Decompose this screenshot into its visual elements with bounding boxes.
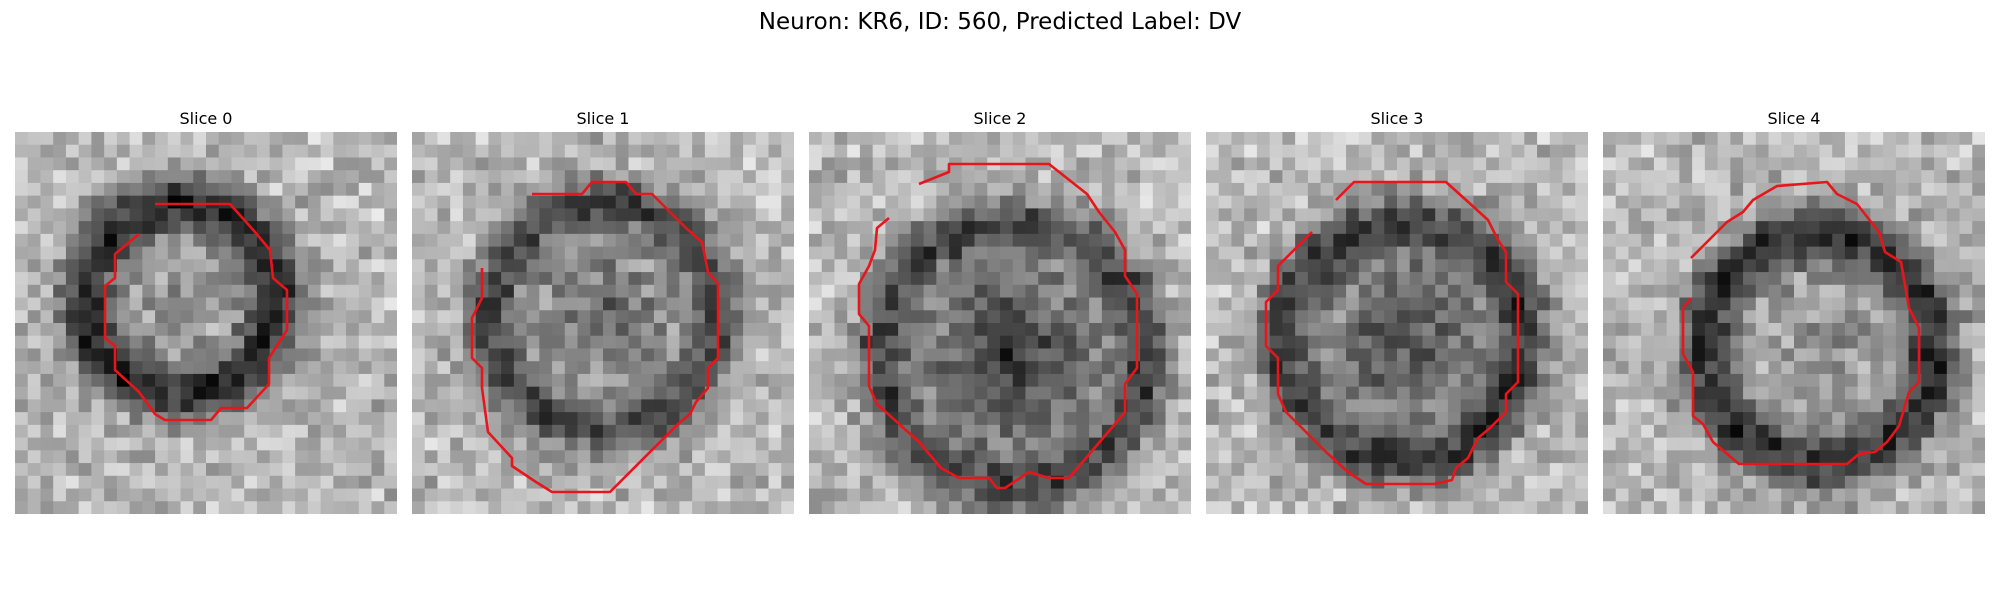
segmentation-contour xyxy=(103,202,289,422)
segmentation-contour xyxy=(1681,180,1921,466)
slice-title-3: Slice 3 xyxy=(1370,109,1424,128)
slice-image-1 xyxy=(412,132,794,514)
slice-title-2: Slice 2 xyxy=(973,109,1027,128)
slice-panel-1: Slice 1 xyxy=(412,108,794,514)
slice-image-0 xyxy=(15,132,397,514)
segmentation-contour xyxy=(1264,180,1520,486)
slice-title-1: Slice 1 xyxy=(576,109,630,128)
slice-panel-2: Slice 2 xyxy=(809,108,1191,514)
slice-title-0: Slice 0 xyxy=(179,109,233,128)
figure-title: Neuron: KR6, ID: 560, Predicted Label: D… xyxy=(758,9,1242,35)
slice-title-4: Slice 4 xyxy=(1767,109,1821,128)
slice-panel-0: Slice 0 xyxy=(15,108,397,514)
slice-image-4 xyxy=(1603,132,1985,514)
slice-image-3 xyxy=(1206,132,1588,514)
segmentation-contour xyxy=(470,180,720,494)
slice-panel-3: Slice 3 xyxy=(1206,108,1588,514)
slice-panel-4: Slice 4 xyxy=(1603,108,1985,514)
slice-image-2 xyxy=(809,132,1191,514)
segmentation-contour xyxy=(857,162,1139,490)
